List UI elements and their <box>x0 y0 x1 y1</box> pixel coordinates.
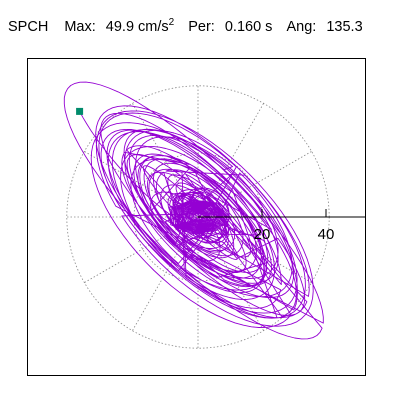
max-value: 49.9 cm/s <box>105 19 169 35</box>
axis-layer <box>198 209 366 218</box>
x-tick-label-20: 20 <box>254 226 271 243</box>
station-code: SPCH <box>8 19 49 35</box>
period-label: Per: <box>188 19 215 35</box>
period-value: 0.160 s <box>224 19 273 35</box>
x-tick-label-40: 40 <box>318 226 335 243</box>
hodogram-trace <box>63 81 324 340</box>
marker-layer <box>76 107 84 115</box>
max-unit-superscript: 2 <box>168 17 175 28</box>
chart-header: SPCH Max: 49.9 cm/s2 Per: 0.160 s Ang: 1… <box>8 14 363 36</box>
trace-layer <box>63 81 324 340</box>
angle-value: 135.3 <box>326 19 363 35</box>
max-label: Max: <box>64 19 96 35</box>
start-marker <box>76 107 84 115</box>
tick-labels: 20 40 <box>254 226 335 243</box>
angle-label: Ang: <box>286 19 317 35</box>
